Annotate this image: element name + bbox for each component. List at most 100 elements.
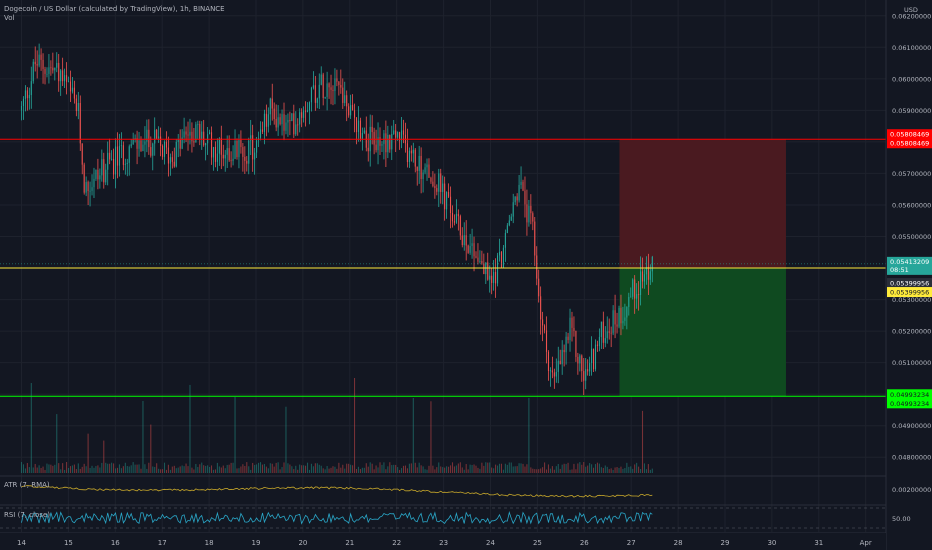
candle-body [191,131,193,142]
volume-bar [214,469,216,473]
candle-body [489,275,491,280]
volume-bar [193,469,195,473]
candle-body [559,360,561,365]
candle-body [606,331,608,339]
candle-body [591,348,593,364]
candle-body [320,74,322,85]
volume-bar [446,466,448,473]
volume-bar [563,463,565,473]
candle-body [93,178,95,188]
candle-body [498,251,501,256]
time-tick: 22 [392,539,401,547]
entry-label-grey-bg [887,278,932,289]
volume-bar [156,463,158,473]
candle-body [226,148,228,155]
candle-body [471,243,473,247]
volume-bar [201,462,203,473]
volume-bar [506,464,508,473]
volume-bar [524,466,526,473]
volume-bar [536,469,538,473]
candle-body [248,140,250,164]
volume-bar [385,469,387,473]
candle-body [491,275,493,283]
volume-bar [97,465,99,473]
candle-body [26,90,28,99]
volume-bar [608,469,610,473]
candle-body [30,81,32,96]
candle-body [56,62,58,68]
volume-bar [130,465,132,473]
candle-body [181,137,183,149]
candle-body [534,221,536,256]
candle-body [114,146,117,175]
volume-bar [328,468,330,473]
candle-body [328,83,330,88]
price-tick: 0.06000000 [892,75,931,83]
candle-body [516,196,518,201]
candle-body [107,152,109,170]
volume-bar [52,465,54,473]
candle-body [40,54,42,60]
volume-bar [375,465,377,473]
volume-bar [465,464,467,473]
currency-label: USD [904,6,918,14]
volume-bar [113,463,115,473]
candle-body [173,161,175,167]
volume-bar [377,467,379,473]
volume-bar [418,462,420,473]
volume-bar [640,469,642,473]
candle-body [575,330,577,357]
volume-bar [359,469,361,473]
volume-bar [477,467,479,473]
candle-body [256,140,258,153]
candle-body [536,255,538,279]
candle-body [271,98,273,109]
candle-body [95,169,97,179]
entry-label-bg [887,287,932,298]
time-tick: 23 [439,539,448,547]
volume-bar [395,464,397,473]
volume-bar [361,467,363,473]
volume-bar [224,468,226,473]
candle-body [330,87,332,90]
candle-body [381,144,383,146]
candle-body [73,87,75,99]
volume-bar [422,466,424,473]
volume-bar [293,469,295,473]
candle-body [440,173,442,192]
volume-bar [240,466,242,473]
volume-bar [87,433,89,473]
volume-bar [212,469,215,473]
candle-body [583,371,585,381]
candle-body [318,84,320,99]
volume-bar [455,465,457,473]
volume-bar [254,464,256,473]
volume-bar [463,469,465,473]
candle-body [348,106,350,116]
volume-bar [320,465,322,473]
volume-bar [428,465,430,473]
candle-body [346,95,348,107]
candle-body [293,113,295,135]
volume-bar [81,466,83,473]
candle-body [355,117,358,133]
volume-bar [118,464,120,473]
candle-body [438,173,440,192]
candle-body [148,129,150,148]
price-tick: 0.06200000 [892,12,931,20]
candle-body [393,130,395,134]
volume-bar [183,466,185,473]
candle-body [109,152,111,160]
volume-bar [430,401,432,473]
candle-body [414,149,416,167]
candle-body [66,75,68,82]
candle-body [224,154,226,159]
volume-bar [457,463,459,473]
candle-body [273,108,275,120]
volume-bar [479,468,481,473]
candle-body [442,183,444,192]
candle-body [156,129,158,139]
candle-body [475,256,477,258]
volume-bar [641,410,644,473]
